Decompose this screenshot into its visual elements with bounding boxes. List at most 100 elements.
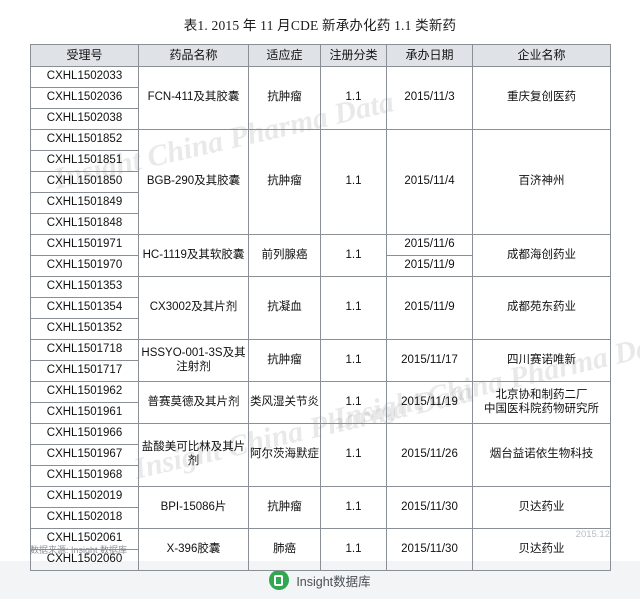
cell-date: 2015/11/3 <box>386 66 473 130</box>
col-header-date: 承办日期 <box>386 44 473 67</box>
table-row: CXHL1502019 BPI-15086片 抗肿瘤 1.1 2015/11/30 贝达药… <box>30 486 611 529</box>
cell-acceptance-number: CXHL1501962 <box>30 381 139 403</box>
cell-date: 2015/11/30 <box>386 486 473 529</box>
cell-acceptance-number: CXHL1501353 <box>30 276 139 298</box>
cell-acceptance-number: CXHL1501970 <box>30 255 139 277</box>
cell-date: 2015/11/6 <box>386 234 473 256</box>
cell-acceptance-number: CXHL1501852 <box>30 129 139 151</box>
table-row: CXHL1502033 FCN-411及其胶囊 抗肿瘤 1.1 2015/11/3 重庆复… <box>30 66 611 130</box>
brand-logo-group: Insight数据库 <box>269 570 371 590</box>
cell-registration-category: 1.1 <box>320 423 387 487</box>
cell-date: 2015/11/30 <box>386 528 473 571</box>
cell-drug-name: CX3002及其片剂 <box>138 276 249 340</box>
cell-indication: 抗肿瘤 <box>248 66 321 130</box>
cell-indication: 类风湿关节炎 <box>248 381 321 424</box>
cell-drug-name: HC-1119及其软胶囊 <box>138 234 249 277</box>
cell-company: 四川赛诺唯新 <box>472 339 611 382</box>
cell-drug-name: FCN-411及其胶囊 <box>138 66 249 130</box>
cell-acceptance-number: CXHL1501354 <box>30 297 139 319</box>
table-container: Insight China Pharma Data Insight China … <box>30 44 640 571</box>
table-row: CXHL1502061 X-396胶囊 肺癌 1.1 2015/11/30 贝达药业 <box>30 528 611 571</box>
cell-acceptance-number: CXHL1502036 <box>30 87 139 109</box>
cell-acceptance-number: CXHL1501848 <box>30 213 139 235</box>
table-row: CXHL1501848 <box>30 213 611 235</box>
cell-company: 烟台益诺依生物科技 <box>472 423 611 487</box>
cell-drug-name: X-396胶囊 <box>138 528 249 571</box>
cell-company: 贝达药业 <box>472 528 611 571</box>
cell-registration-category: 1.1 <box>320 234 387 277</box>
table-row: CXHL1501966 盐酸美可比林及其片剂 阿尔茨海默症 1.1 2015/11/26… <box>30 423 611 487</box>
cell-company: 成都海创药业 <box>472 234 611 277</box>
cell-indication: 抗肿瘤 <box>248 486 321 529</box>
col-header-company: 企业名称 <box>472 44 611 67</box>
table-row: CXHL1501718 HSSYO-001-3S及其注射剂 抗肿瘤 1.1 2015/1… <box>30 339 611 382</box>
cell-acceptance-number: CXHL1501849 <box>30 192 139 214</box>
cell-registration-category: 1.1 <box>320 381 387 424</box>
cell-date: 2015/11/26 <box>386 423 473 487</box>
cell-acceptance-number: CXHL1501968 <box>30 465 139 487</box>
cell-indication: 抗肿瘤 <box>248 339 321 382</box>
cell-acceptance-number: CXHL1501971 <box>30 234 139 256</box>
cell-registration-category: 1.1 <box>320 486 387 529</box>
table-row: CXHL1501967 <box>30 444 611 466</box>
cell-company: 贝达药业 <box>472 486 611 529</box>
cell-date: 2015/11/9 <box>386 276 473 340</box>
cell-company: 百济神州 <box>472 129 611 235</box>
cell-drug-name: 普赛莫德及其片剂 <box>138 381 249 424</box>
cell-acceptance-number: CXHL1502033 <box>30 66 139 88</box>
table-row: CXHL1501971 HC-1119及其软胶囊 前列腺癌 1.1 2015/11/6 成… <box>30 234 611 277</box>
page-title: 表1. 2015 年 11 月CDE 新承办化药 1.1 类新药 <box>183 18 457 33</box>
cell-indication: 肺癌 <box>248 528 321 571</box>
table-row: CXHL1501353 CX3002及其片剂 抗凝血 1.1 2015/11/9 成都苑东… <box>30 276 611 340</box>
cell-date: 2015/11/9 <box>386 255 473 277</box>
cell-indication: 抗肿瘤 <box>248 129 321 235</box>
drug-approval-table: 受理号 药品名称 适应症 注册分类 承办日期 企业名称 CXHL1502033 F… <box>30 44 611 571</box>
cell-company: 重庆复创医药 <box>472 66 611 130</box>
cell-acceptance-number: CXHL1501718 <box>30 339 139 361</box>
cell-registration-category: 1.1 <box>320 66 387 130</box>
cell-acceptance-number: CXHL1502018 <box>30 507 139 529</box>
cell-acceptance-number: CXHL1501352 <box>30 318 139 340</box>
cell-acceptance-number: CXHL1501967 <box>30 444 139 466</box>
cell-drug-name: BPI-15086片 <box>138 486 249 529</box>
cell-company: 北京协和制药二厂 中国医科院药物研究所 <box>472 381 611 424</box>
table-header-row: 受理号 药品名称 适应症 注册分类 承办日期 企业名称 <box>30 44 611 67</box>
insight-logo-icon <box>269 570 290 590</box>
cell-acceptance-number: CXHL1502038 <box>30 108 139 130</box>
cell-drug-name: 盐酸美可比林及其片剂 <box>138 423 249 487</box>
cell-acceptance-number: CXHL1502060 <box>30 549 139 571</box>
cell-registration-category: 1.1 <box>320 528 387 571</box>
cell-date: 2015/11/17 <box>386 339 473 382</box>
cell-drug-name: BGB-290及其胶囊 <box>138 129 249 235</box>
cell-indication: 抗凝血 <box>248 276 321 340</box>
cell-registration-category: 1.1 <box>320 129 387 235</box>
cell-acceptance-number: CXHL1502019 <box>30 486 139 508</box>
col-header-drug-name: 药品名称 <box>138 44 249 67</box>
cell-indication: 阿尔茨海默症 <box>248 423 321 487</box>
table-body: CXHL1502033 FCN-411及其胶囊 抗肿瘤 1.1 2015/11/3 重庆复… <box>30 66 611 571</box>
cell-company: 成都苑东药业 <box>472 276 611 340</box>
table-row: CXHL1501352 <box>30 318 611 340</box>
table-row: CXHL1501962 普赛莫德及其片剂 类风湿关节炎 1.1 2015/11/19 北京… <box>30 381 611 424</box>
cell-acceptance-number: CXHL1501717 <box>30 360 139 382</box>
table-row: CXHL1501968 <box>30 465 611 487</box>
brand-name: Insight数据库 <box>296 574 371 589</box>
cell-acceptance-number: CXHL1502061 <box>30 528 139 550</box>
cell-acceptance-number: CXHL1501850 <box>30 171 139 193</box>
table-row: CXHL1501852 BGB-290及其胶囊 抗肿瘤 1.1 2015/11/4 百济神… <box>30 129 611 235</box>
table-row: CXHL1501354 <box>30 297 611 319</box>
cell-acceptance-number: CXHL1501966 <box>30 423 139 445</box>
col-header-indication: 适应症 <box>248 44 321 67</box>
cell-indication: 前列腺癌 <box>248 234 321 277</box>
cell-drug-name: HSSYO-001-3S及其注射剂 <box>138 339 249 382</box>
table-row: CXHL1502060 <box>30 549 611 571</box>
cell-registration-category: 1.1 <box>320 339 387 382</box>
table-row: CXHL1501849 <box>30 192 611 214</box>
col-header-registration-category: 注册分类 <box>320 44 387 67</box>
col-header-acceptance-number: 受理号 <box>30 44 139 67</box>
cell-date: 2015/11/4 <box>386 129 473 235</box>
cell-acceptance-number: CXHL1501961 <box>30 402 139 424</box>
cell-registration-category: 1.1 <box>320 276 387 340</box>
cell-date: 2015/11/19 <box>386 381 473 424</box>
